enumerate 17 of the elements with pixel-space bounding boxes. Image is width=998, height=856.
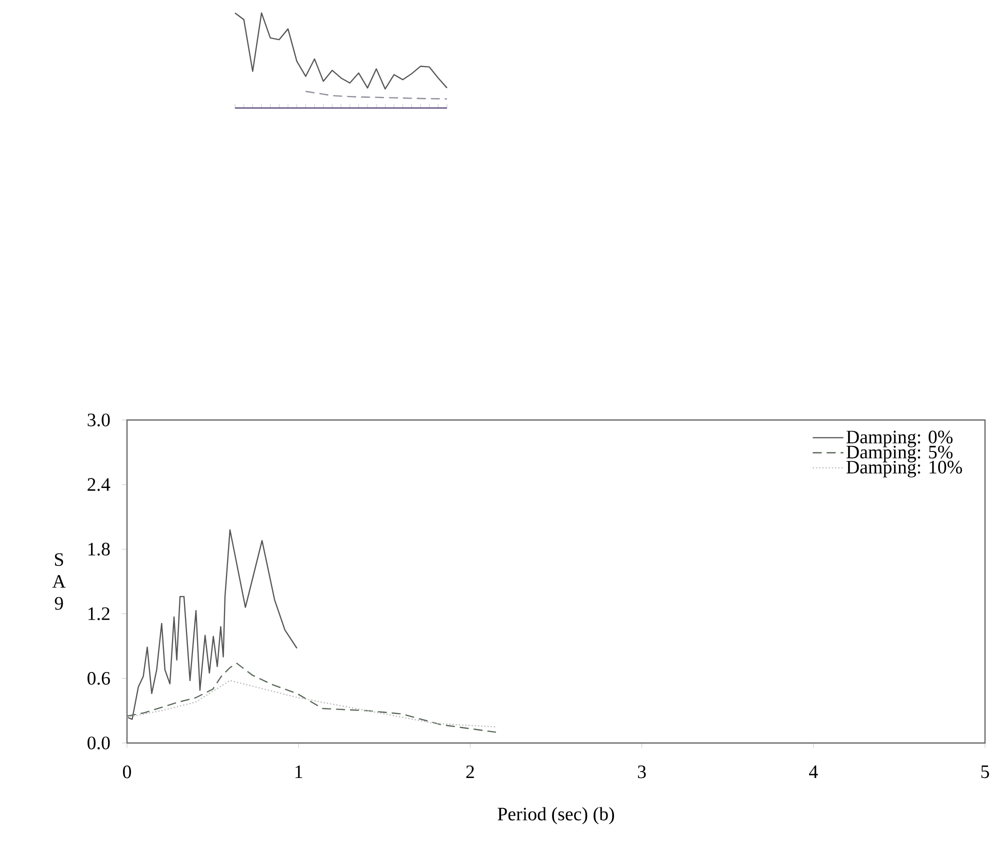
y-tick-label: 3.0: [88, 414, 110, 426]
y-tick-label: 1.8: [88, 542, 110, 556]
y-tick-label: 0.0: [88, 736, 110, 750]
y-axis-title: S A 9: [52, 553, 66, 610]
x-tick-label: 0: [122, 766, 132, 778]
y-tick-label: 2.4: [88, 478, 110, 491]
x-tick-label: 3: [638, 766, 646, 778]
x-tick-label: 2: [466, 766, 474, 778]
y-tick-label: 1.2: [88, 607, 110, 620]
x-tick-label: 5: [981, 766, 989, 778]
line-series: [126, 662, 497, 733]
x-tick-label: 1: [296, 766, 302, 778]
legend-label: Damping: 10%: [846, 460, 962, 478]
x-tick-label: 4: [809, 766, 818, 778]
x-axis-title: Period (sec) (b): [498, 807, 614, 824]
y-tick-label: 0.6: [88, 672, 110, 685]
line-series: [126, 529, 298, 720]
